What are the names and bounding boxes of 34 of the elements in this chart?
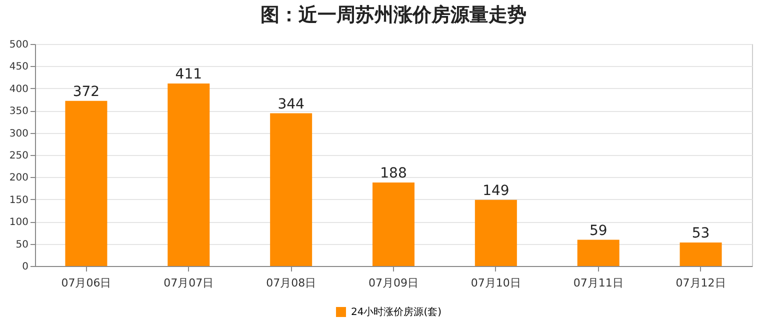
y-tick-label: 300 [9, 128, 28, 140]
bar [65, 100, 108, 266]
x-tick-label: 07月07日 [164, 276, 214, 290]
bar [577, 240, 620, 266]
x-tick-label: 07月09日 [368, 276, 418, 290]
data-label: 411 [175, 66, 202, 83]
x-tick-label: 07月11日 [573, 276, 624, 290]
data-label: 59 [589, 222, 608, 239]
bar [168, 84, 210, 266]
y-tick-label: 150 [9, 194, 28, 206]
y-tick-label: 250 [9, 150, 28, 162]
data-label: 149 [482, 182, 510, 199]
data-label: 53 [692, 225, 710, 242]
data-label: 344 [278, 96, 305, 112]
x-tick-label: 07月08日 [266, 276, 316, 290]
y-tick-label: 450 [9, 62, 28, 73]
y-tick-label: 500 [9, 40, 28, 50]
y-tick-label: 100 [9, 217, 28, 228]
bar [372, 182, 414, 266]
y-tick-label: 200 [9, 172, 28, 184]
data-label: 188 [380, 166, 407, 182]
data-label: 372 [72, 84, 100, 100]
y-tick-label: 50 [16, 239, 28, 250]
bar [680, 242, 722, 266]
x-tick-label: 07月10日 [470, 276, 521, 290]
y-tick-label: 400 [9, 84, 28, 95]
bar [474, 200, 517, 266]
x-tick-label: 07月06日 [61, 276, 112, 290]
bar [270, 113, 312, 266]
x-tick-label: 07月12日 [676, 276, 726, 290]
y-tick-label: 0 [22, 262, 28, 272]
chart-title: 图：近一周苏州涨价房源量走势 [260, 4, 526, 26]
y-tick-label: 350 [9, 106, 28, 118]
legend-label: 24小时涨价房源(套) [351, 306, 442, 318]
